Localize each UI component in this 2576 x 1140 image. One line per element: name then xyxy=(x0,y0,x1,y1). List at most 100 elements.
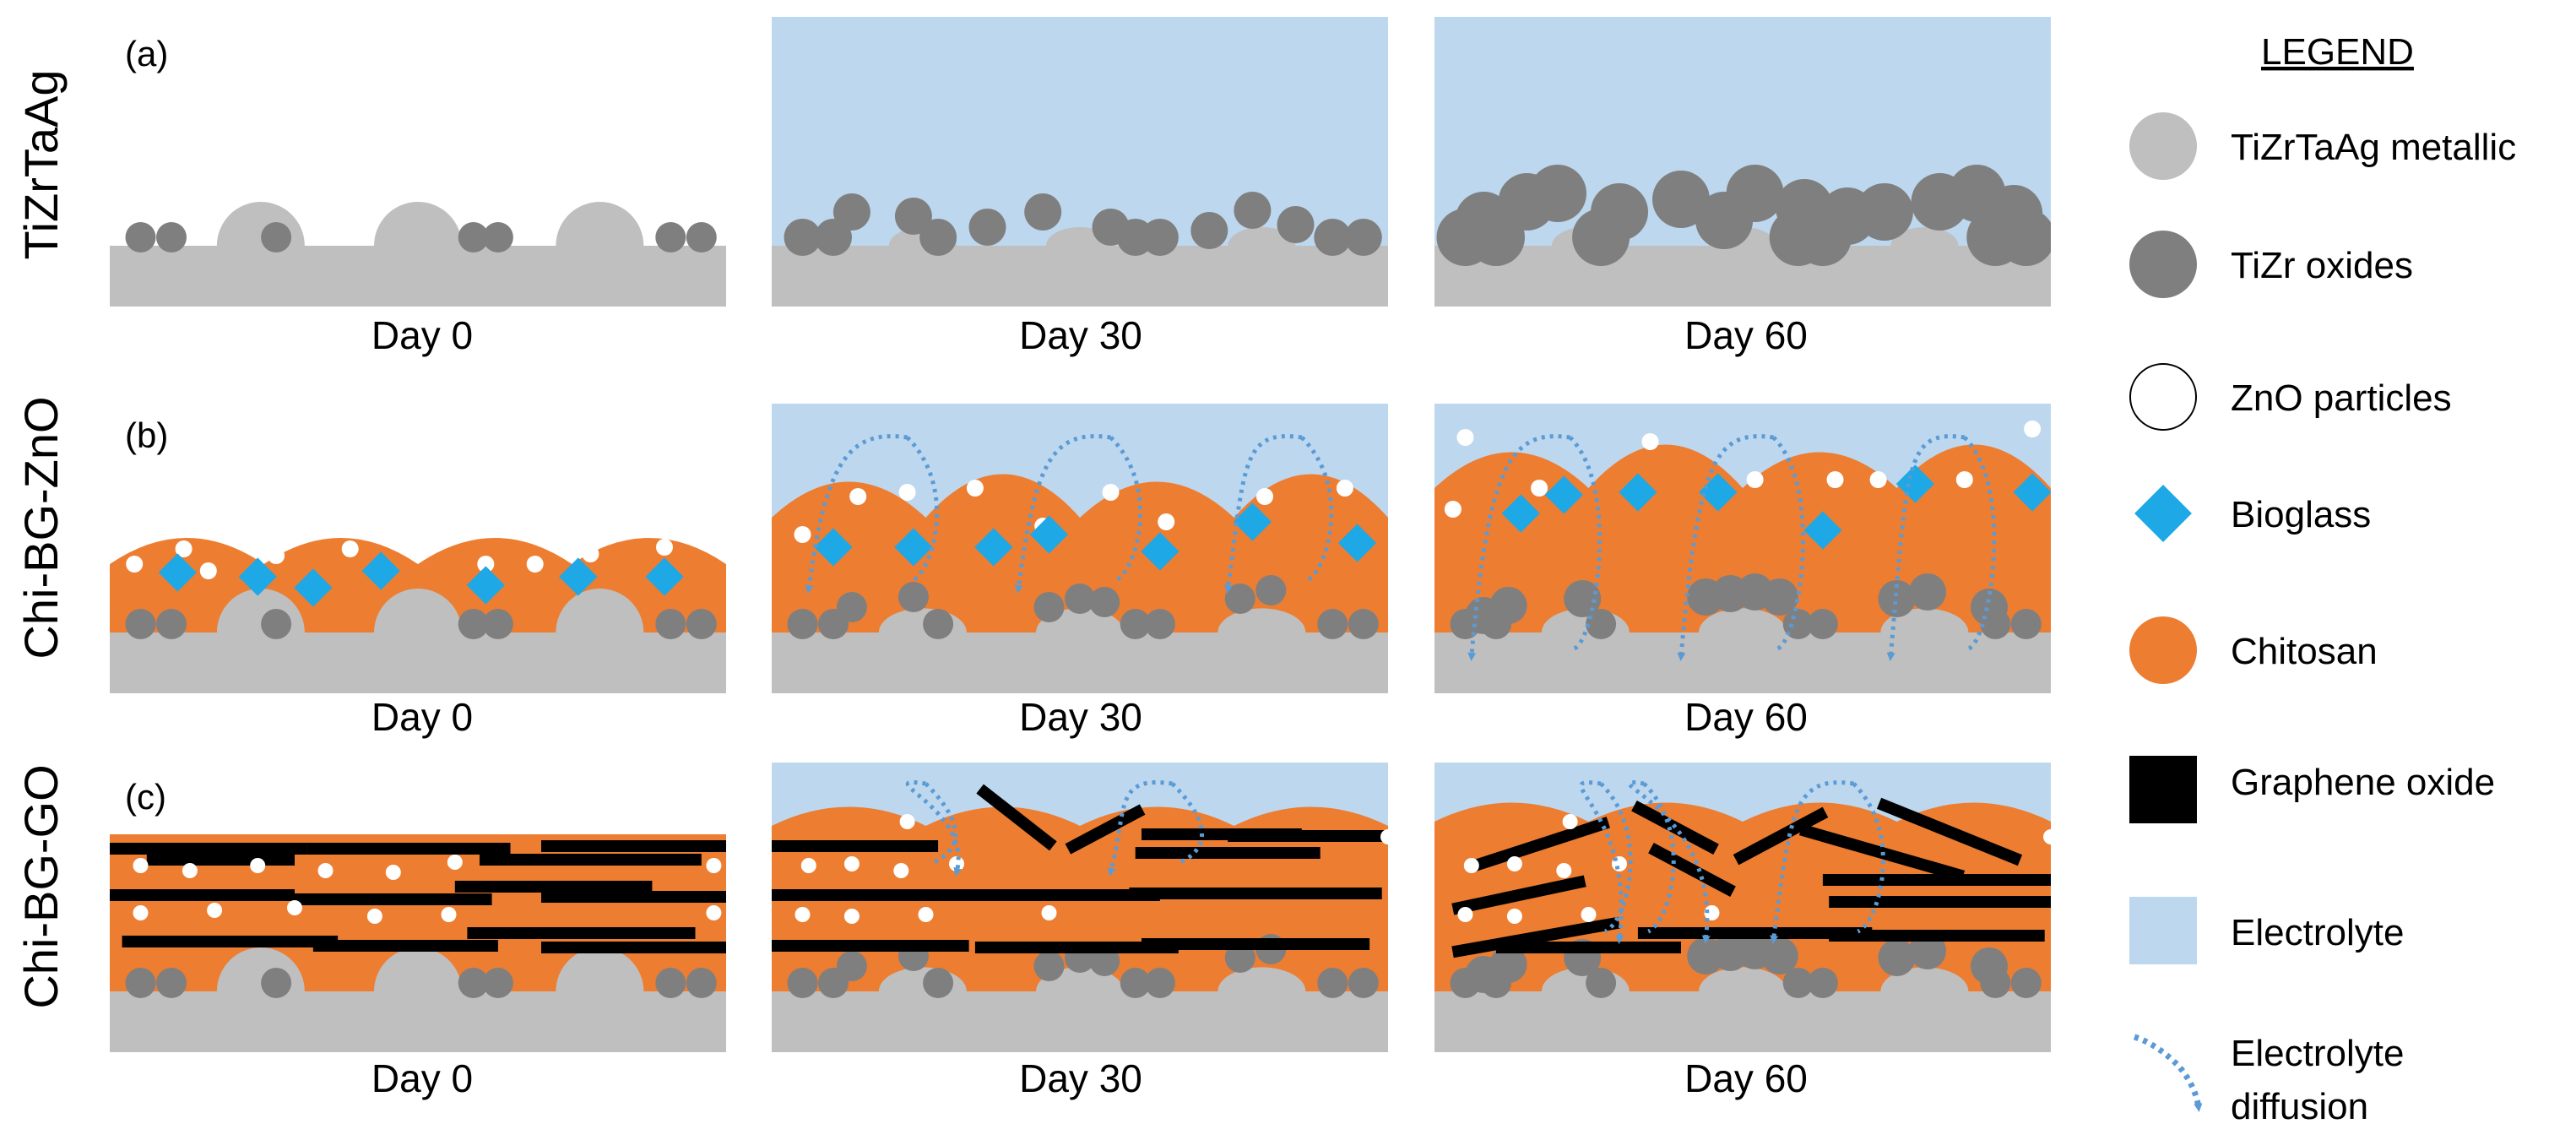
zno-particle xyxy=(899,814,915,829)
zno-particle xyxy=(287,900,302,915)
bioglass-particle xyxy=(974,528,1013,567)
graphene-sheet xyxy=(1822,874,2051,886)
metallic-bump xyxy=(1880,967,1969,1016)
panel-grid xyxy=(110,17,2051,1052)
graphene-sheet xyxy=(146,854,295,866)
oxide-particle xyxy=(686,222,717,252)
metallic-bump xyxy=(556,589,644,676)
oxide-particle xyxy=(1760,578,1798,616)
zno-particle xyxy=(409,540,426,557)
zno-particle xyxy=(794,526,811,543)
graphene-sheet xyxy=(1228,830,1388,842)
oxide-particle xyxy=(1652,171,1710,228)
diffusion-arrow xyxy=(809,434,939,589)
zno-particle xyxy=(1506,856,1522,871)
metallic-circle-icon xyxy=(2129,112,2197,180)
oxide-particle xyxy=(686,968,717,998)
oxide-particle xyxy=(1807,609,1838,639)
oxide-particle xyxy=(1807,968,1838,998)
metallic-bump xyxy=(1228,227,1296,264)
oxide-particle xyxy=(1190,212,1228,249)
zno-particle xyxy=(1102,484,1120,501)
oxide-particle xyxy=(686,609,717,639)
zno-particle xyxy=(893,863,909,878)
zno-particle xyxy=(1336,480,1353,497)
day-label-c-60: Day 60 xyxy=(1684,1056,1808,1100)
oxide-particle xyxy=(1776,179,1833,236)
zno-particle xyxy=(1641,433,1659,450)
bioglass-particle xyxy=(1141,532,1180,571)
oxide-particle xyxy=(655,222,686,252)
graphene-sheet xyxy=(541,891,726,903)
zno-particle xyxy=(966,480,984,497)
graphene-sheet xyxy=(1876,797,2023,866)
oxide-particle xyxy=(1144,609,1175,639)
electrolyte-square-icon xyxy=(2129,897,2197,964)
panel-c-1 xyxy=(772,763,1388,1052)
graphene-sheet xyxy=(1829,896,2051,908)
zno-particle xyxy=(2043,829,2051,844)
oxide-particle xyxy=(1024,193,1062,231)
oxide-particle xyxy=(1224,584,1255,614)
oxide-particle xyxy=(261,968,292,998)
bioglass-particle xyxy=(559,557,598,596)
oxide-particle xyxy=(836,592,867,622)
oxide-particle xyxy=(655,968,686,998)
oxide-particle xyxy=(1317,609,1348,639)
oxide-circle-icon xyxy=(2129,231,2197,298)
graphene-sheet xyxy=(1496,942,1681,953)
zno-particle xyxy=(656,539,673,556)
oxide-particle xyxy=(458,968,489,998)
zno-particle xyxy=(133,905,149,920)
graphene-sheet xyxy=(974,942,1179,953)
diffusion-arrow xyxy=(1774,780,1885,940)
oxide-particle xyxy=(787,609,818,639)
zno-particle xyxy=(207,903,223,918)
graphene-sheet xyxy=(1469,817,1611,872)
oxide-particle xyxy=(156,222,187,252)
oxide-particle xyxy=(784,219,822,256)
graphene-sheet xyxy=(1065,804,1146,855)
bioglass-particle xyxy=(1619,473,1657,512)
metallic-bump xyxy=(1880,608,1969,657)
oxide-particle xyxy=(836,951,867,981)
oxide-particle xyxy=(1489,587,1527,624)
zno-particle xyxy=(1256,488,1273,505)
oxide-particle xyxy=(1033,592,1065,622)
panel-c-0 xyxy=(110,834,726,1052)
oxide-particle xyxy=(923,968,954,998)
day-label-b-30: Day 30 xyxy=(1019,695,1142,739)
legend-label-metallic: TiZrTaAg metallic xyxy=(2231,127,2516,168)
bioglass-particle xyxy=(1803,511,1842,550)
graphene-sheet xyxy=(541,840,726,852)
oxide-particle xyxy=(1255,575,1287,605)
bioglass-particle xyxy=(1029,515,1069,554)
zno-particle xyxy=(1158,513,1175,530)
zno-particle xyxy=(1506,909,1522,924)
graphene-sheet xyxy=(1829,930,2045,942)
panel-c-2 xyxy=(1434,763,2051,1052)
bioglass-particle xyxy=(466,566,505,605)
legend-label-zno: ZnO particles xyxy=(2231,377,2452,419)
graphene-sheet xyxy=(306,843,511,855)
zno-particle xyxy=(441,907,457,922)
graphene-sheet xyxy=(1135,847,1321,859)
day-label-c-30: Day 30 xyxy=(1019,1056,1142,1100)
oxide-particle xyxy=(1314,219,1352,256)
oxide-particle xyxy=(1120,968,1151,998)
oxide-particle xyxy=(832,193,870,231)
metallic-bump xyxy=(374,947,462,1035)
graphene-sheet xyxy=(1129,888,1382,899)
zno-particle xyxy=(849,488,867,505)
graphene-sheet xyxy=(1451,875,1586,915)
graphene-sheet xyxy=(454,881,653,893)
graphene-sheet xyxy=(1733,806,1829,866)
oxide-particle xyxy=(261,222,292,252)
oxide-particle xyxy=(1141,219,1179,256)
diffusion-arrow xyxy=(1228,434,1334,589)
metallic-bump xyxy=(878,967,967,1016)
diffusion-arrow xyxy=(1627,780,1707,940)
day-label-c-0: Day 0 xyxy=(371,1056,473,1100)
graphene-sheet xyxy=(295,893,492,905)
zno-particle xyxy=(341,540,359,557)
